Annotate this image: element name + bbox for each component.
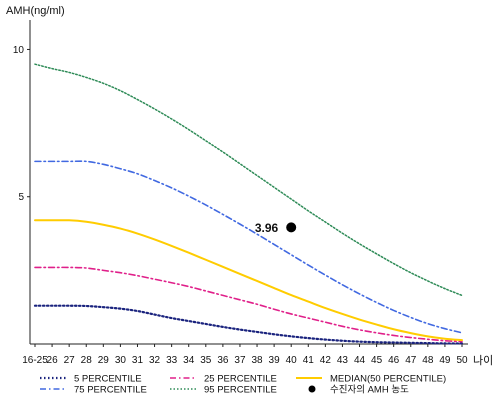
x-tick-label: 40 (286, 355, 298, 366)
x-axis-title: 나이 (473, 354, 493, 367)
x-tick-label: 34 (183, 355, 195, 366)
x-tick-label: 35 (200, 355, 212, 366)
y-axis-title: AMH(ng/ml) (6, 5, 65, 17)
legend-label: 95 PERCENTILE (204, 385, 277, 396)
x-tick-label: 33 (166, 355, 178, 366)
x-tick-label: 16-25 (22, 355, 48, 366)
x-tick-label: 49 (439, 355, 451, 366)
x-tick-label: 30 (115, 355, 127, 366)
x-tick-label: 44 (354, 355, 366, 366)
x-tick-label: 50 (456, 355, 468, 366)
series-line-4 (34, 63, 463, 297)
legend-point-marker (308, 385, 316, 393)
x-tick-label: 38 (251, 355, 263, 366)
legend-label: 75 PERCENTILE (74, 385, 147, 396)
patient-amh-value: 3.96 (255, 221, 279, 235)
patient-amh-point (286, 222, 297, 233)
x-tick-label: 39 (269, 355, 281, 366)
y-tick-label: 10 (13, 45, 25, 56)
x-tick-label: 41 (303, 355, 315, 366)
x-tick-label: 45 (371, 355, 383, 366)
x-tick-label: 42 (320, 355, 332, 366)
series-lines (33, 63, 464, 345)
legend-label: 25 PERCENTILE (204, 374, 277, 385)
legend-label: 수진자의 AMH 농도 (330, 385, 409, 396)
x-tick-label: 31 (132, 355, 144, 366)
x-tick-label: 43 (337, 355, 349, 366)
x-tick-label: 47 (405, 355, 417, 366)
y-tick-label: 5 (18, 192, 24, 203)
legend-label: 5 PERCENTILE (74, 374, 142, 385)
x-tick-label: 32 (149, 355, 161, 366)
legend-label: MEDIAN(50 PERCENTILE) (330, 374, 446, 385)
x-tick-label: 48 (422, 355, 434, 366)
x-tick-label: 29 (98, 355, 110, 366)
series-line-3 (34, 160, 463, 334)
legend: 5 PERCENTILE 25 PERCENTILE MEDIAN(50 PERCE… (40, 374, 446, 396)
x-tick-label: 26 (47, 355, 59, 366)
series-line-1 (34, 266, 463, 343)
series-line-2 (34, 219, 463, 342)
x-tick-label: 28 (81, 355, 93, 366)
x-tick-label: 36 (217, 355, 229, 366)
patient-point: 3.96 (255, 221, 297, 235)
x-tick-label: 46 (388, 355, 400, 366)
series-line-0 (33, 304, 464, 345)
x-tick-label: 37 (234, 355, 246, 366)
x-tick-label: 27 (64, 355, 76, 366)
